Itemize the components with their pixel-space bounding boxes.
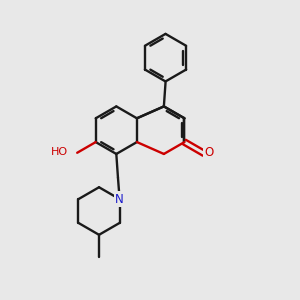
Text: O: O <box>204 146 214 159</box>
Text: HO: HO <box>51 147 68 157</box>
Text: N: N <box>115 193 124 206</box>
